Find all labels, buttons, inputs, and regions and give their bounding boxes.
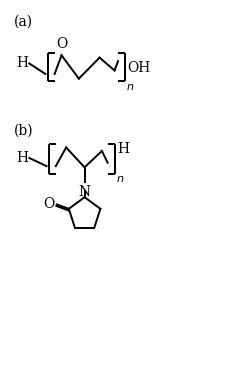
Text: H: H (16, 151, 28, 165)
Text: $n$: $n$ (126, 82, 134, 92)
Text: N: N (79, 185, 91, 199)
Text: (b): (b) (14, 124, 34, 138)
Text: OH: OH (128, 61, 151, 75)
Text: H: H (117, 142, 129, 156)
Text: (a): (a) (14, 14, 34, 28)
Text: O: O (43, 197, 54, 211)
Text: H: H (16, 56, 28, 70)
Text: $n$: $n$ (116, 174, 125, 184)
Text: O: O (56, 37, 67, 51)
